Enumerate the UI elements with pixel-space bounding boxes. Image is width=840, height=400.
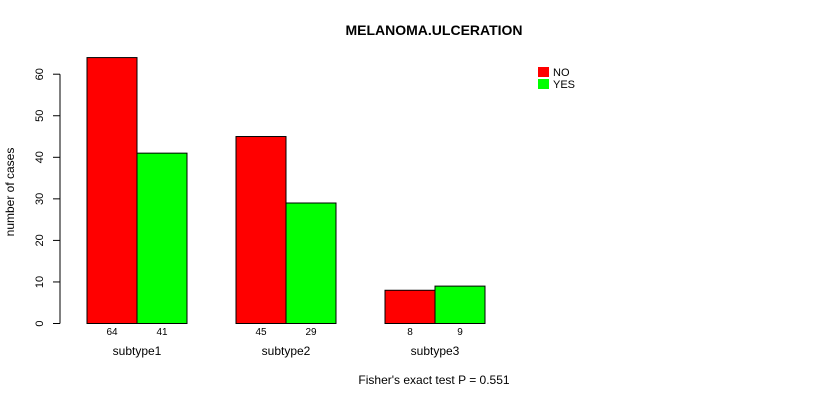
category-label-subtype3: subtype3 — [411, 344, 460, 358]
bar-subtype3-no — [384, 289, 436, 325]
y-tick-label: 0 — [34, 320, 46, 326]
category-label-subtype2: subtype2 — [262, 344, 311, 358]
bar-subtype1-yes — [136, 152, 188, 324]
legend-swatch-yes — [538, 79, 549, 89]
bar-subtype2-no — [235, 136, 287, 324]
chart-title: MELANOMA.ULCERATION — [345, 22, 522, 38]
y-tick-label: 60 — [34, 68, 46, 80]
y-tick-label: 30 — [34, 193, 46, 205]
legend-swatch-no — [538, 67, 549, 77]
data-label: 8 — [407, 327, 413, 338]
data-label: 64 — [106, 327, 118, 338]
data-label: 29 — [305, 327, 317, 338]
legend-label-yes: YES — [553, 79, 575, 91]
category-label-subtype1: subtype1 — [113, 344, 162, 358]
y-tick-label: 50 — [34, 110, 46, 122]
bars: 64 41 subtype1 45 29 subtype2 8 9 subtype3 — [86, 57, 486, 358]
bar-subtype3-yes — [434, 285, 486, 325]
y-axis-label: number of cases — [3, 148, 17, 237]
y-tick-label: 20 — [34, 234, 46, 246]
data-label: 9 — [457, 327, 463, 338]
data-label: 41 — [156, 327, 168, 338]
bar-subtype1-no — [86, 57, 138, 325]
bar-subtype2-yes — [285, 202, 337, 325]
legend-label-no: NO — [553, 67, 570, 79]
y-tick-label: 40 — [34, 151, 46, 163]
y-tick-label: 10 — [34, 276, 46, 288]
footnote: Fisher's exact test P = 0.551 — [358, 373, 509, 387]
y-axis: 0 10 20 30 40 50 60 — [34, 68, 61, 327]
data-label: 45 — [255, 327, 267, 338]
